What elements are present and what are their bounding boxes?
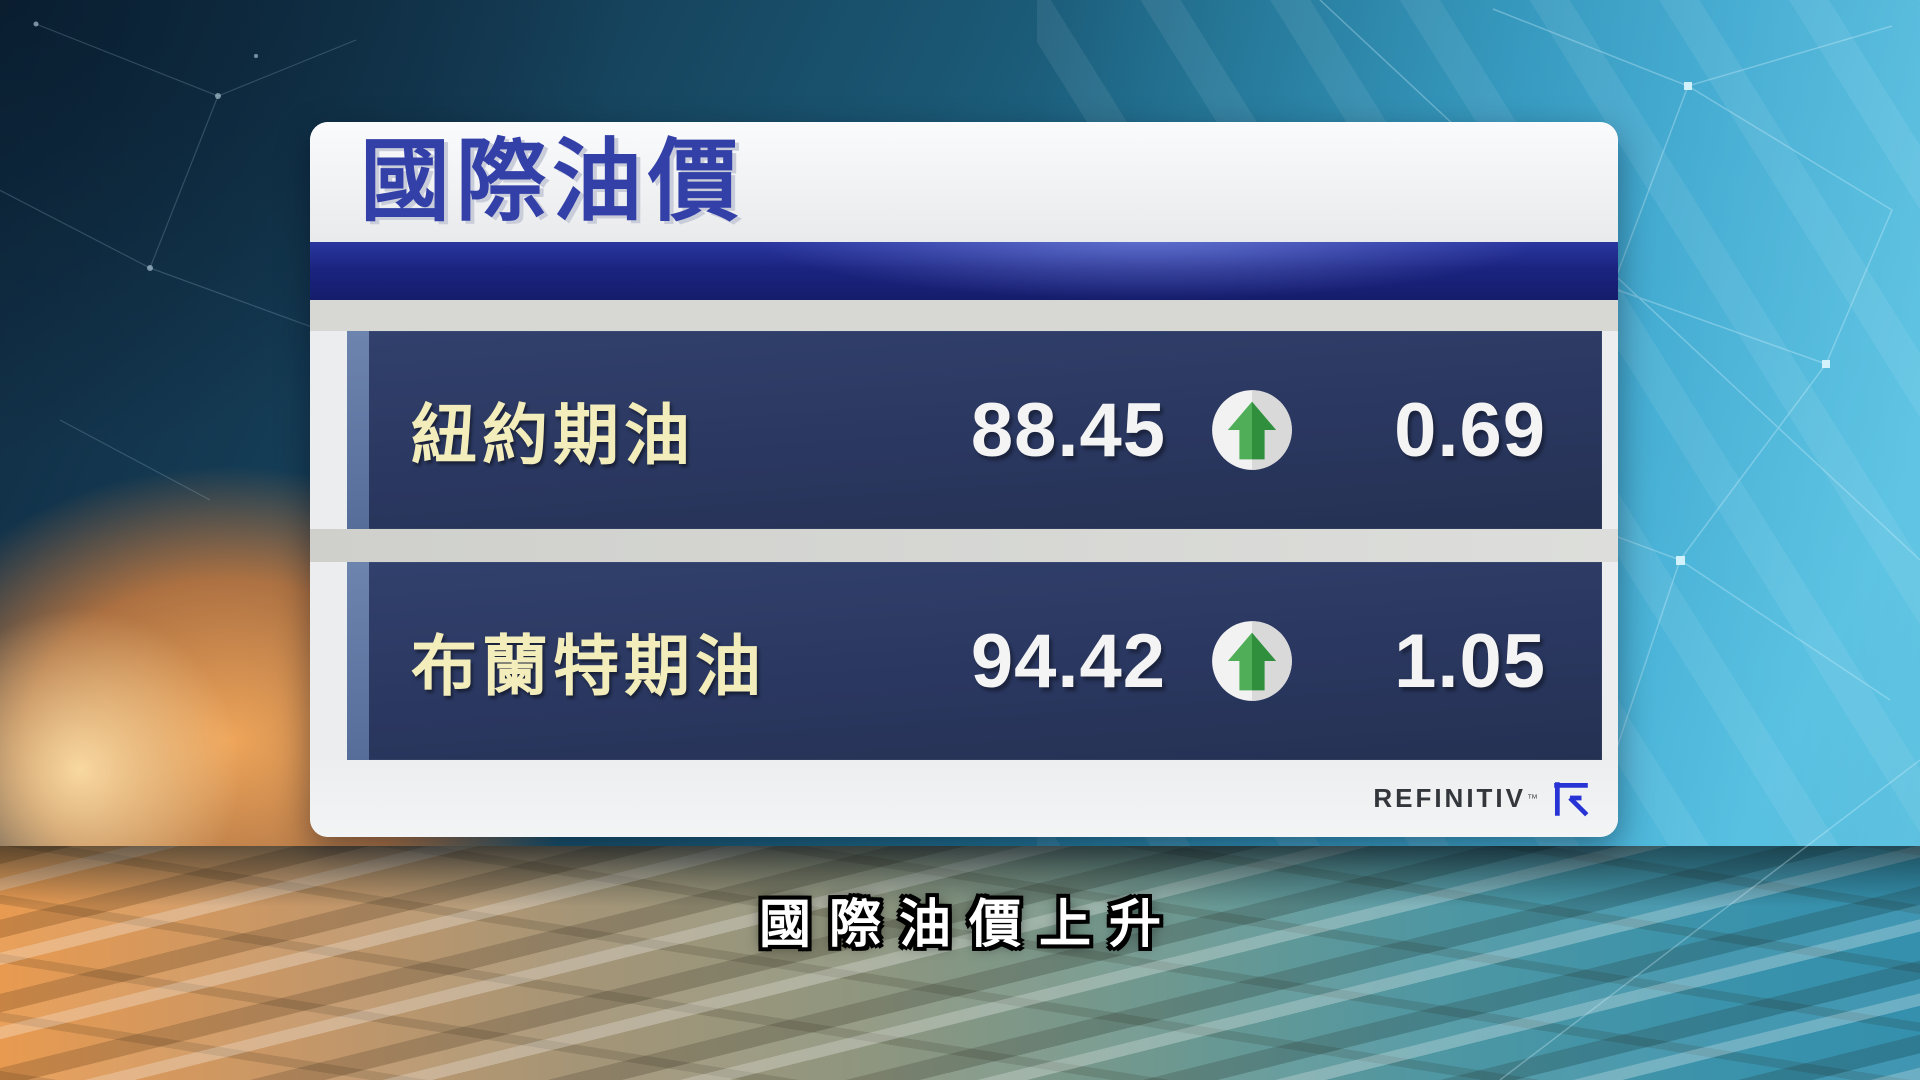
instrument-label: 紐約期油: [411, 398, 695, 472]
price-value: 94.42: [970, 618, 1166, 704]
change-value: 0.69: [1394, 387, 1546, 473]
row-accent-stripe: [347, 562, 369, 760]
up-arrow-icon: [1210, 619, 1294, 703]
floor-texture: [0, 846, 1920, 1080]
caption-subtitle: 國際油價上升: [758, 896, 1180, 954]
up-arrow-icon: [1210, 388, 1294, 472]
refinitiv-logo-icon: [1554, 781, 1589, 816]
panel-header-bar: [310, 242, 1618, 300]
row-content: 紐約期油 88.45 0.69: [369, 331, 1602, 529]
panel-divider: [310, 300, 1618, 331]
refinitiv-wordmark: REFINITIV: [1373, 783, 1526, 813]
price-value: 88.45: [970, 387, 1166, 473]
oil-price-panel: 國際油價 紐約期油 88.45 0.69: [310, 122, 1618, 837]
panel-divider: [310, 529, 1618, 562]
price-row-brent: 布蘭特期油 94.42 1.05: [347, 562, 1602, 760]
instrument-label: 布蘭特期油: [411, 629, 766, 703]
panel-title: 國際油價: [360, 132, 744, 232]
price-row-nymex: 紐約期油 88.45 0.69: [347, 331, 1602, 529]
row-accent-stripe: [347, 331, 369, 529]
trademark-symbol: ™: [1527, 792, 1538, 805]
change-value: 1.05: [1394, 618, 1546, 704]
row-content: 布蘭特期油 94.42 1.05: [369, 562, 1602, 760]
source-attribution: REFINITIV ™: [310, 760, 1618, 837]
panel-title-area: 國際油價: [310, 122, 1618, 242]
